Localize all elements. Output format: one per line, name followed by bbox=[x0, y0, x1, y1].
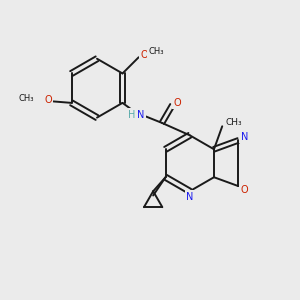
Text: O: O bbox=[140, 50, 148, 60]
Text: N: N bbox=[137, 110, 144, 120]
Text: N: N bbox=[186, 191, 194, 202]
Text: CH₃: CH₃ bbox=[148, 47, 164, 56]
Text: O: O bbox=[174, 98, 182, 108]
Text: CH₃: CH₃ bbox=[225, 118, 242, 127]
Text: H: H bbox=[128, 110, 135, 120]
Text: N: N bbox=[241, 132, 248, 142]
Text: O: O bbox=[44, 95, 52, 105]
Text: CH₃: CH₃ bbox=[19, 94, 34, 103]
Text: O: O bbox=[240, 184, 248, 195]
